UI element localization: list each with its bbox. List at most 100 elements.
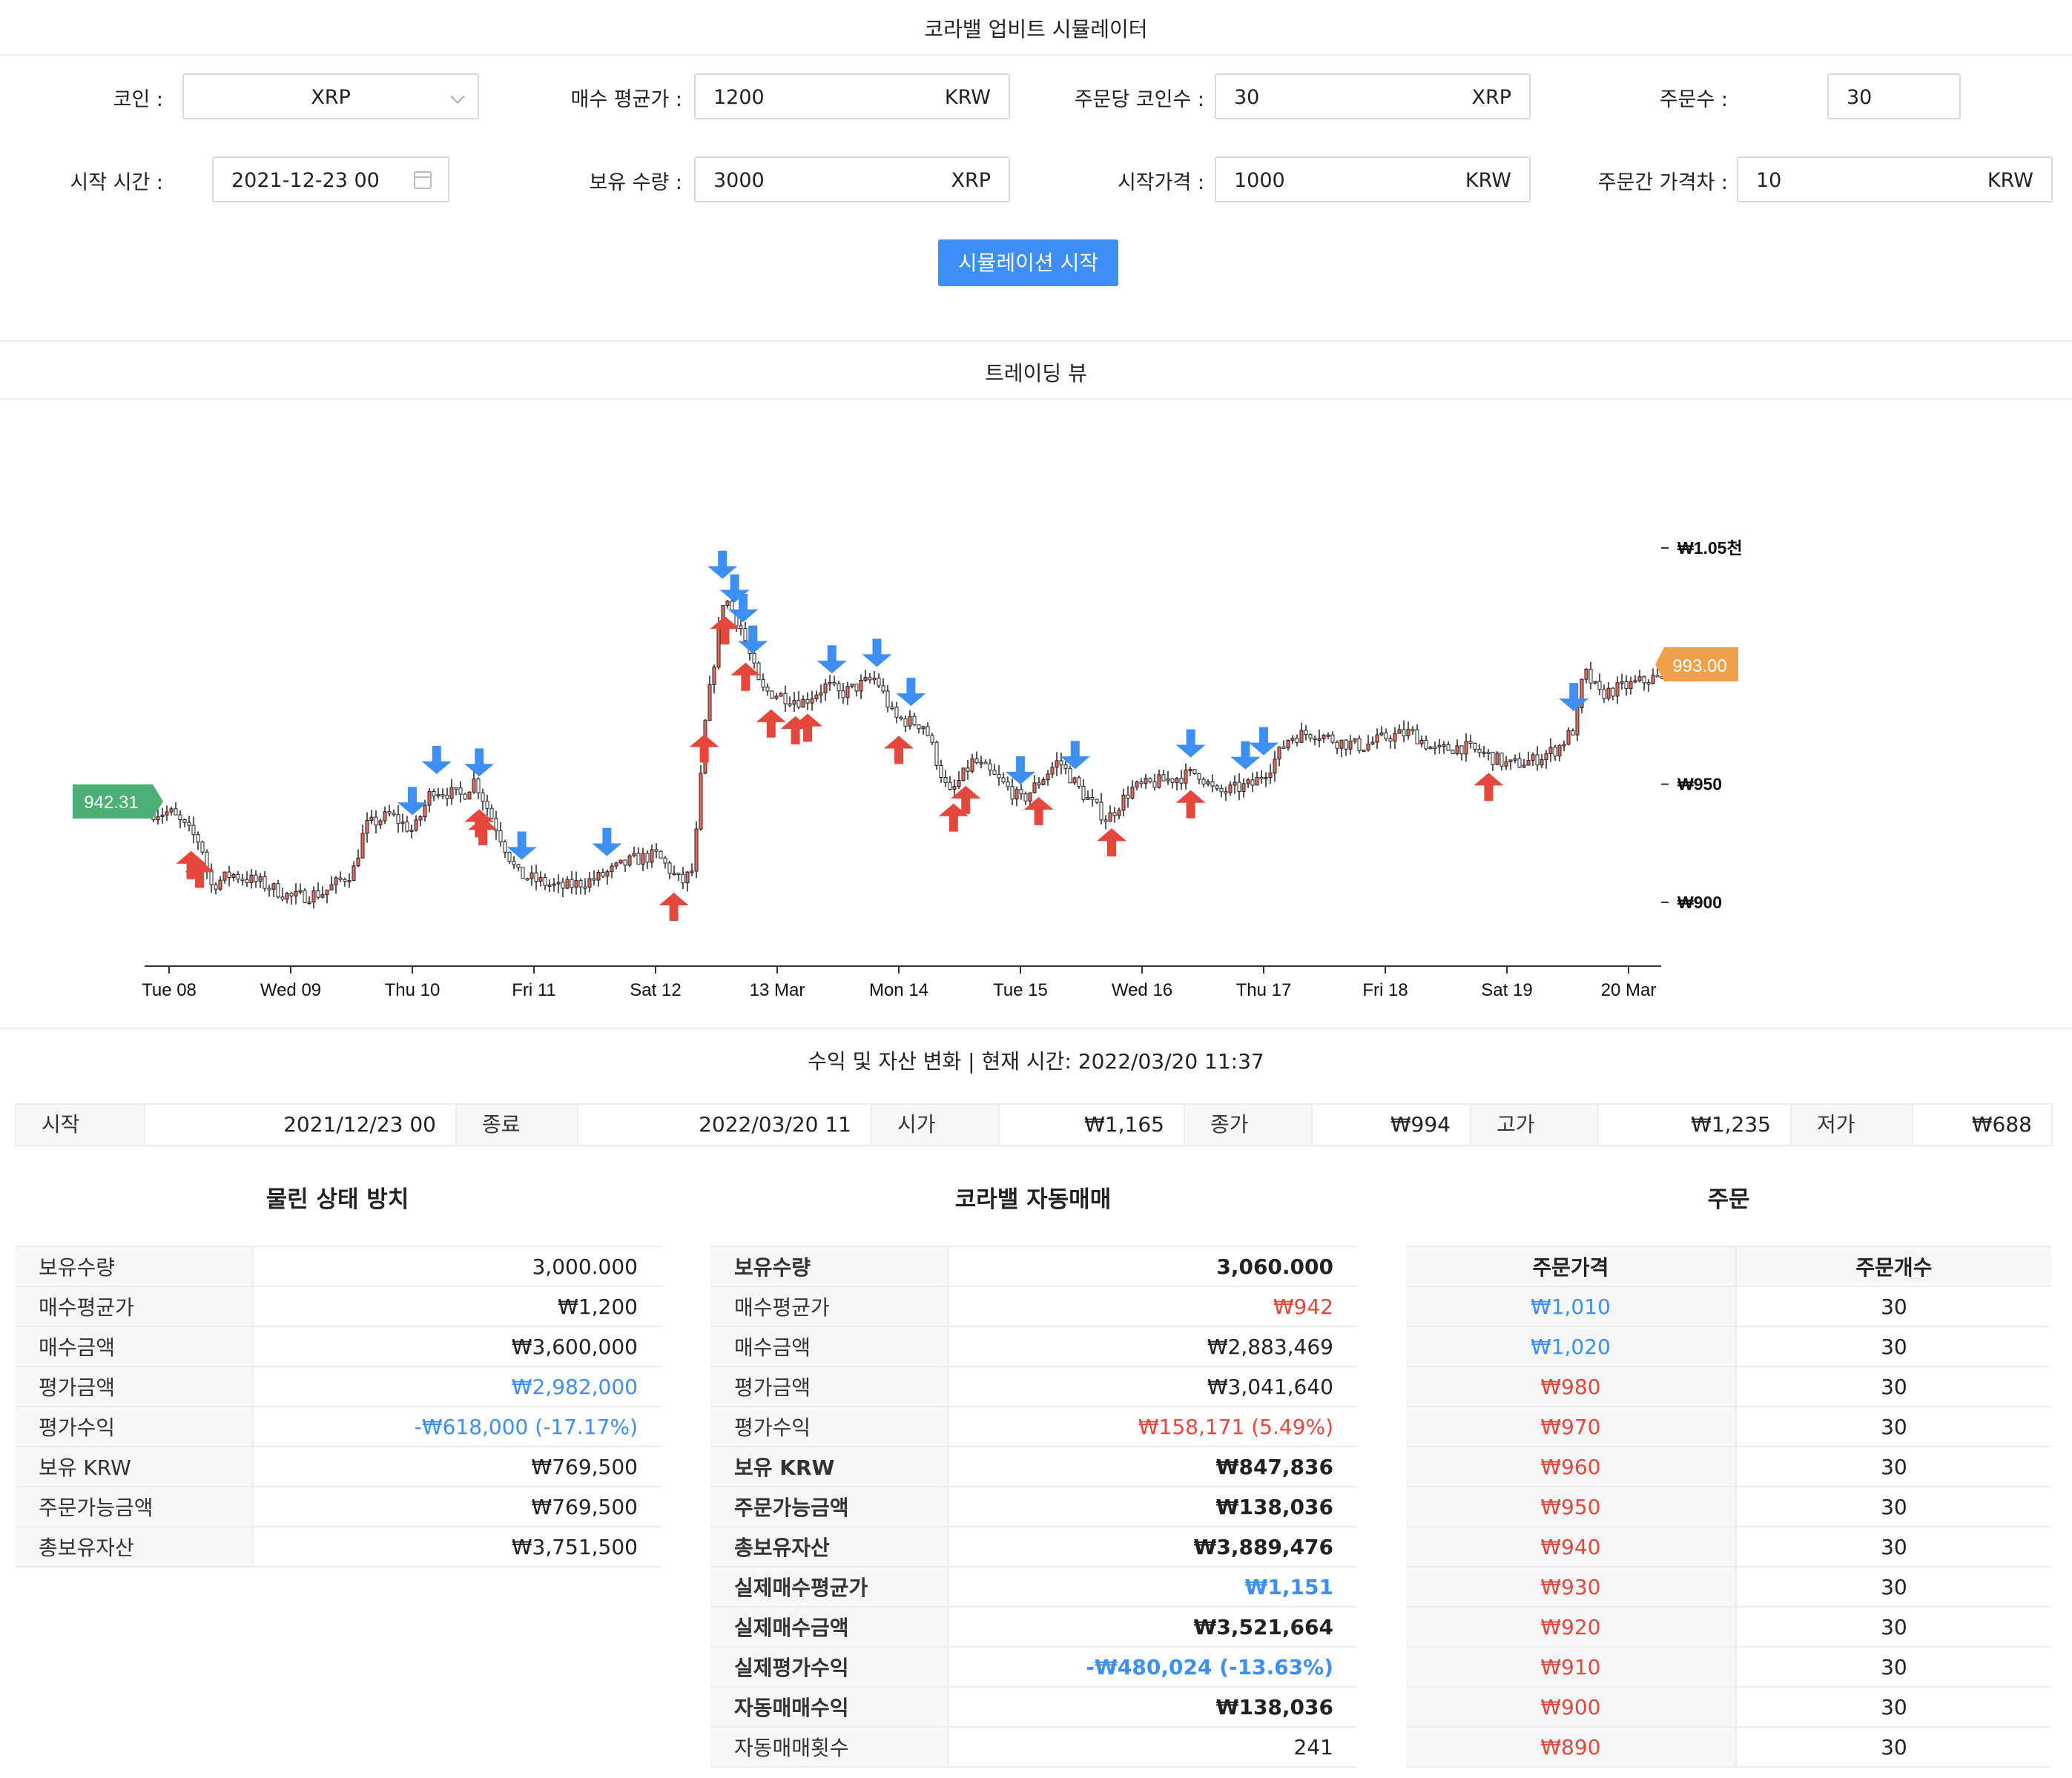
row-value: 3,000.000	[252, 1246, 661, 1287]
candle-body	[863, 677, 868, 681]
candle-body	[209, 870, 214, 885]
table-row: ₩930 30	[1406, 1567, 2051, 1607]
candle-body	[414, 819, 418, 830]
candle-body	[1642, 676, 1646, 684]
candle-body	[1072, 777, 1077, 784]
start-time-picker[interactable]: 2021-12-23 00	[212, 156, 449, 202]
candle-body	[845, 686, 850, 698]
badge-text: 942.31	[84, 793, 138, 813]
row-value: ₩158,171 (5.49%)	[948, 1407, 1357, 1447]
table-row: ₩900 30	[1406, 1687, 2051, 1728]
order-count: 30	[1735, 1567, 2051, 1607]
summary-start-value: 2021/12/23 00	[144, 1105, 455, 1145]
buy-marker-icon	[793, 713, 822, 742]
table-row: 매수평균가 ₩1,200	[15, 1286, 661, 1327]
trade-markers	[176, 550, 1589, 921]
candle-body	[1344, 739, 1348, 750]
row-label: 총보유자산	[710, 1527, 949, 1567]
candle-body	[1157, 774, 1161, 788]
holding-input[interactable]: 3000 XRP	[694, 156, 1010, 202]
candle-body	[894, 707, 899, 718]
candle-body	[1535, 754, 1540, 766]
candle-body	[214, 884, 218, 890]
candle-body	[1393, 733, 1397, 742]
start-simulation-button[interactable]: 시뮬레이션 시작	[938, 239, 1118, 286]
candle-body	[481, 792, 485, 802]
candle-body	[1375, 734, 1379, 743]
summary-row: 시작 2021/12/23 00 종료 2022/03/20 11 시가 ₩1,…	[15, 1103, 2053, 1146]
table-row: 보유수량 3,000.000	[15, 1246, 661, 1287]
sell-marker-icon	[1006, 756, 1035, 784]
table-row: ₩950 30	[1406, 1487, 2051, 1527]
candle-body	[276, 883, 280, 898]
candle-body	[1437, 744, 1442, 747]
candle-body	[1562, 744, 1566, 747]
candle-body	[1206, 781, 1210, 784]
candle-body	[917, 724, 921, 730]
row-value: ₩2,883,469	[948, 1326, 1357, 1367]
candle-body	[1575, 707, 1580, 736]
candle-body	[507, 851, 512, 862]
candle-body	[1192, 769, 1197, 775]
candle-body	[1037, 782, 1041, 785]
candle-body	[1224, 791, 1228, 794]
candle-body	[868, 677, 872, 681]
candle-body	[525, 878, 529, 881]
candle-body	[1317, 738, 1322, 741]
buy-marker-icon	[756, 709, 786, 738]
candle-body	[1335, 741, 1339, 749]
candle-body	[231, 873, 236, 878]
candle-body	[983, 761, 988, 764]
summary-close-label: 종가	[1184, 1105, 1311, 1145]
candlestick-chart[interactable]: Tue 08 Wed 09 Thu 10 Fri 11 Sat 12 13 Mar Mon …	[0, 0, 2072, 1031]
candle-body	[258, 876, 263, 882]
candle-body	[610, 865, 614, 873]
candle-body	[1339, 739, 1344, 749]
candle-body	[1201, 779, 1206, 784]
start-time-label: 시작 시간 :	[70, 171, 163, 194]
candle-body	[1366, 743, 1370, 751]
price-gap-input[interactable]: 10 KRW	[1737, 156, 2053, 202]
order-count-input[interactable]: 30	[1827, 73, 1961, 119]
candle-body	[881, 685, 885, 692]
candle-body	[280, 896, 285, 900]
row-value: ₩847,836	[948, 1447, 1357, 1487]
candle-body	[899, 716, 903, 719]
order-price: ₩890	[1406, 1727, 1737, 1768]
order-count-value: 30	[1847, 86, 1873, 109]
candle-body	[1353, 738, 1357, 742]
candle-body	[383, 811, 387, 822]
x-tick-label: Wed 09	[260, 980, 321, 1000]
hold-panel-title: 물린 상태 방치	[265, 1186, 409, 1213]
candle-body	[1090, 797, 1095, 800]
candle-body	[997, 773, 1001, 779]
coins-per-order-unit: XRP	[1471, 86, 1511, 109]
start-price-unit: KRW	[1465, 169, 1511, 192]
sell-marker-icon	[1060, 741, 1090, 770]
start-price-input[interactable]: 1000 KRW	[1215, 156, 1531, 202]
table-row: ₩1,010 30	[1406, 1286, 2051, 1327]
holding-label: 보유 수량 :	[589, 171, 682, 194]
buy-marker-icon	[884, 736, 914, 764]
candle-body	[837, 683, 841, 692]
x-tick-label: Fri 11	[512, 980, 556, 1000]
candle-body	[1095, 799, 1099, 803]
row-label: 자동매매횟수	[710, 1727, 949, 1768]
candle-body	[1117, 810, 1121, 816]
candle-body	[690, 870, 694, 873]
avg-price-input[interactable]: 1200 KRW	[694, 73, 1010, 119]
table-row: ₩910 30	[1406, 1647, 2051, 1688]
candle-body	[1424, 739, 1428, 750]
candle-body	[561, 882, 565, 889]
coins-per-order-input[interactable]: 30 XRP	[1215, 73, 1531, 119]
candle-body	[992, 770, 997, 775]
avg-price-value: 1200	[713, 86, 765, 109]
coin-select[interactable]: XRP	[182, 73, 479, 119]
row-value: ₩3,889,476	[948, 1527, 1357, 1567]
sell-marker-icon	[738, 625, 768, 654]
table-row: 실제매수평균가 ₩1,151	[710, 1567, 1357, 1607]
x-tick-label: Sat 19	[1481, 980, 1532, 1000]
candle-body	[966, 767, 970, 772]
candle-body	[467, 791, 472, 800]
candle-body	[1491, 752, 1495, 765]
